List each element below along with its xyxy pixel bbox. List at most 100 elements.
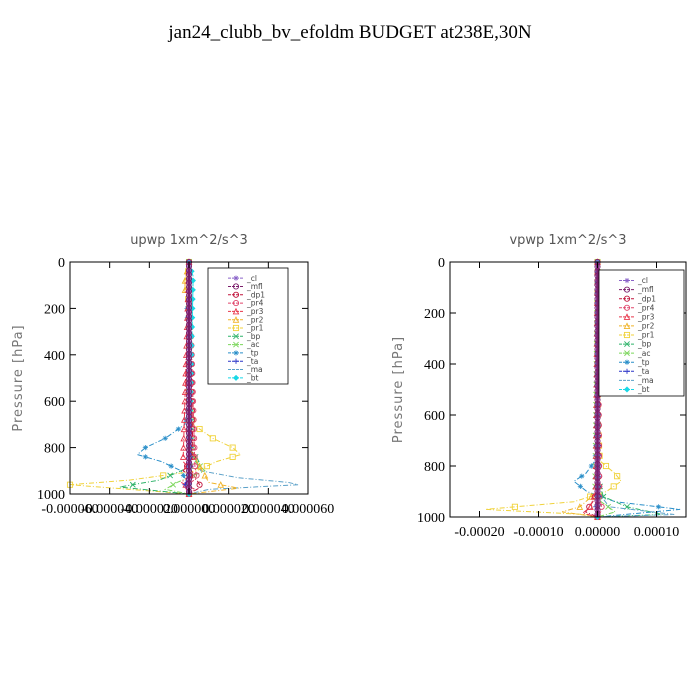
series-line xyxy=(184,261,198,495)
legend-label: _ac xyxy=(246,340,259,349)
y-tick-label: 600 xyxy=(424,409,445,424)
x-tick-label: 0.000020 xyxy=(202,502,255,517)
data-point xyxy=(185,480,193,487)
y-tick-label: 400 xyxy=(424,358,445,373)
data-point xyxy=(655,504,662,510)
chart-panel-2: vpwp 1xm^2/s^3 Pressure [hPa] 0 200 400 600 80… xyxy=(391,233,687,540)
data-point xyxy=(185,463,193,470)
data-point xyxy=(185,400,193,408)
legend-marker xyxy=(623,304,631,311)
data-point xyxy=(170,481,177,488)
data-point xyxy=(196,462,203,470)
data-point xyxy=(594,396,601,403)
legend-label: _dp1 xyxy=(637,294,656,303)
series-tp xyxy=(136,259,194,497)
data-point xyxy=(180,472,187,479)
data-point xyxy=(594,437,601,445)
data-point xyxy=(185,296,193,303)
data-point xyxy=(185,321,193,328)
data-point xyxy=(185,384,193,391)
data-point xyxy=(185,388,193,395)
legend-marker xyxy=(232,307,240,315)
legend-marker xyxy=(233,358,239,364)
legend-box xyxy=(207,267,289,385)
data-point xyxy=(594,419,601,426)
data-point xyxy=(594,447,601,454)
data-point xyxy=(602,462,610,470)
legend-marker xyxy=(623,295,631,302)
data-point xyxy=(185,455,193,462)
legend-label: _ma xyxy=(246,365,263,374)
legend-label: _bp xyxy=(637,340,652,349)
data-point xyxy=(594,488,601,495)
y-tick-label: 200 xyxy=(44,302,65,317)
data-point xyxy=(594,456,601,463)
legend-marker xyxy=(623,322,631,329)
legend-marker xyxy=(232,316,240,323)
data-point xyxy=(185,467,193,474)
legend-marker xyxy=(233,350,239,356)
data-point xyxy=(185,275,193,282)
data-point xyxy=(203,463,210,470)
y-tick-label: 1000 xyxy=(37,488,65,503)
data-point xyxy=(185,380,193,387)
data-point xyxy=(185,292,193,299)
y-axis-label: Pressure [hPa] xyxy=(11,324,26,431)
data-point xyxy=(229,444,236,451)
data-point xyxy=(185,392,193,399)
data-point xyxy=(588,463,594,469)
series-mfl xyxy=(594,258,601,518)
x-tick-label: 0.000060 xyxy=(282,502,335,517)
data-point xyxy=(185,271,193,278)
data-point xyxy=(185,300,193,307)
data-point xyxy=(193,472,200,479)
data-point xyxy=(185,446,193,453)
y-axis-label: Pressure [hPa] xyxy=(391,336,406,443)
data-point xyxy=(185,375,193,382)
series-line xyxy=(119,262,200,495)
legend-marker xyxy=(624,277,630,284)
data-point xyxy=(594,401,601,408)
data-point xyxy=(179,453,187,460)
data-point xyxy=(185,288,193,295)
legend-label: _pr1 xyxy=(246,324,264,333)
x-tick-label: -0.000040 xyxy=(81,502,138,517)
data-point xyxy=(594,479,601,486)
data-point xyxy=(180,425,188,433)
legend-marker xyxy=(624,341,630,347)
legend-label: _mfl xyxy=(246,282,263,291)
data-point xyxy=(185,313,193,320)
x-tick-label: 0.000040 xyxy=(242,502,295,517)
data-point xyxy=(175,426,182,432)
data-point xyxy=(185,409,193,416)
data-point xyxy=(217,481,225,488)
legend: _cl_mfl_dp1_pr4_pr3_pr2_pr1_bp_ac_tp_ta_… xyxy=(598,269,685,397)
series-pr2 xyxy=(561,258,601,521)
series-line xyxy=(594,261,617,518)
legend-label: _bt xyxy=(246,373,259,382)
series-line xyxy=(561,262,598,518)
data-point xyxy=(587,503,594,510)
data-point xyxy=(185,334,193,341)
data-point xyxy=(185,451,193,458)
data-point xyxy=(185,413,193,420)
data-point xyxy=(594,470,601,477)
data-point xyxy=(614,473,621,480)
y-tick-label: 800 xyxy=(424,460,445,475)
legend-label: _pr2 xyxy=(637,322,655,331)
data-point xyxy=(610,483,617,490)
data-point xyxy=(185,279,193,286)
legend-marker xyxy=(232,283,240,290)
data-point xyxy=(185,371,193,378)
page-title: jan24_clubb_bv_efoldm BUDGET at238E,30N xyxy=(168,22,532,43)
x-tick-label: 0.00000 xyxy=(575,525,621,540)
legend-label: _ta xyxy=(246,357,258,366)
legend-label: _pr3 xyxy=(637,312,655,321)
x-tick-label: 0.000000 xyxy=(163,502,216,517)
y-tick-label: 1000 xyxy=(417,511,445,526)
plot-frame xyxy=(449,261,687,518)
legend-label: _pr4 xyxy=(637,303,655,312)
legend-marker xyxy=(624,359,630,365)
x-tick-label: -0.000020 xyxy=(121,502,178,517)
